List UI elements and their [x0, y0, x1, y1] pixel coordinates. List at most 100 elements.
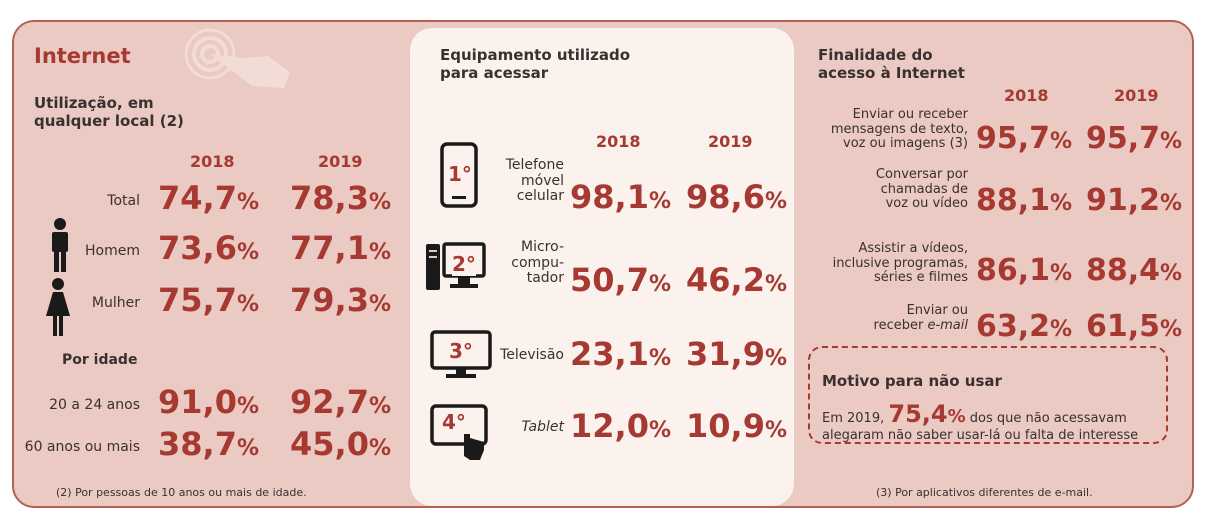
internet-year-2018: 2018 — [190, 152, 235, 171]
value-tablet-2019: 10,9% — [686, 410, 787, 442]
value-age-20-24-2019: 92,7% — [290, 386, 391, 418]
label-line: chamadas de — [880, 181, 968, 197]
man-icon — [52, 218, 68, 272]
infographic-frame — [12, 20, 1194, 508]
purpose-title-line2: acesso à Internet — [818, 64, 965, 82]
smartphone-icon — [440, 142, 478, 208]
label-line: compu- — [511, 254, 564, 271]
no-use-text: Em 2019, 75,4% dos que não acessavam — [822, 402, 1127, 426]
value-number: 46,2 — [686, 261, 765, 299]
percent-sign: % — [947, 406, 966, 427]
percent-sign: % — [1050, 129, 1073, 154]
email-emphasis: e-mail — [927, 317, 968, 333]
label-line: tador — [526, 270, 564, 287]
percent-sign: % — [1050, 317, 1073, 342]
percent-sign: % — [1050, 191, 1073, 216]
row-label-age-60-plus: 60 anos ou mais — [24, 439, 140, 455]
percent-sign: % — [1160, 191, 1183, 216]
percent-sign: % — [1160, 261, 1183, 286]
internet-title: Internet — [34, 44, 131, 68]
percent-sign: % — [368, 394, 391, 419]
value-number: 61,5 — [1086, 309, 1161, 344]
percent-sign: % — [764, 189, 787, 214]
value-mensagens-2019: 95,7% — [1086, 124, 1182, 154]
value-tablet-2018: 12,0% — [570, 410, 671, 442]
value-celular-2019: 98,6% — [686, 181, 787, 213]
purpose-footnote: (3) Por aplicativos diferentes de e-mail… — [876, 486, 1093, 499]
equipment-year-2019: 2019 — [708, 132, 753, 151]
purpose-title-line1: Finalidade do — [818, 46, 933, 64]
value-number: 74,7 — [158, 179, 237, 217]
equipment-title-line1: Equipamento utilizado — [440, 46, 631, 64]
value-total-2018: 74,7% — [158, 182, 259, 214]
value-number: 98,1 — [570, 178, 649, 216]
purpose-title: Finalidade do acesso à Internet — [818, 46, 965, 82]
percent-sign: % — [764, 346, 787, 371]
value-number: 23,1 — [570, 335, 649, 373]
no-use-prefix: Em 2019, — [822, 411, 885, 426]
purpose-label-chamadas: Conversar por chamadas de voz ou vídeo — [806, 167, 968, 212]
label-line: Micro- — [521, 239, 564, 255]
percent-sign: % — [764, 418, 787, 443]
percent-sign: % — [368, 436, 391, 461]
value-age-20-24-2018: 91,0% — [158, 386, 259, 418]
value-homem-2019: 77,1% — [290, 232, 391, 264]
label-line: séries e filmes — [874, 270, 968, 286]
label-line: Tablet — [521, 419, 564, 435]
row-label-homem: Homem — [85, 243, 140, 259]
purpose-label-mensagens: Enviar ou receber mensagens de texto, vo… — [806, 107, 968, 152]
label-line: Telefone — [505, 157, 564, 173]
rank-4: 4° — [442, 410, 466, 434]
percent-sign: % — [1160, 129, 1183, 154]
value-total-2019: 78,3% — [290, 182, 391, 214]
computer-icon — [426, 242, 486, 290]
no-use-title: Motivo para não usar — [822, 372, 1002, 390]
percent-sign: % — [648, 272, 671, 297]
rank-2: 2° — [452, 252, 476, 276]
percent-sign: % — [368, 240, 391, 265]
value-mulher-2018: 75,7% — [158, 284, 259, 316]
value-number: 91,0 — [158, 383, 237, 421]
value-number: 75,7 — [158, 281, 237, 319]
percent-sign: % — [648, 418, 671, 443]
value-chamadas-2019: 91,2% — [1086, 186, 1182, 216]
label-line: mensagens de texto, — [830, 121, 968, 137]
value-number: 31,9 — [686, 335, 765, 373]
value-celular-2018: 98,1% — [570, 181, 671, 213]
percent-sign: % — [368, 292, 391, 317]
internet-subtitle-line2: qualquer local (2) — [34, 112, 184, 130]
value-number: 91,2 — [1086, 183, 1161, 218]
no-use-value: 75,4% — [888, 400, 965, 428]
percent-sign: % — [764, 272, 787, 297]
value-age-60-plus-2019: 45,0% — [290, 428, 391, 460]
value-computador-2019: 46,2% — [686, 264, 787, 296]
value-number: 95,7 — [1086, 121, 1161, 156]
equipment-label-tablet: Tablet — [492, 419, 564, 436]
rank-1: 1° — [448, 162, 472, 186]
no-use-suffix: dos que não acessavam — [969, 411, 1127, 426]
purpose-year-2018: 2018 — [1004, 86, 1049, 105]
percent-sign: % — [236, 394, 259, 419]
internet-subtitle: Utilização, em qualquer local (2) — [34, 94, 184, 130]
value-number: 98,6 — [686, 178, 765, 216]
value-number: 38,7 — [158, 425, 237, 463]
label-line: Televisão — [500, 347, 564, 363]
value-number: 50,7 — [570, 261, 649, 299]
value-number: 86,1 — [976, 253, 1051, 288]
value-number: 45,0 — [290, 425, 369, 463]
purpose-year-2019: 2019 — [1114, 86, 1159, 105]
row-label-age-20-24: 20 a 24 anos — [49, 397, 140, 413]
value-videos-2019: 88,4% — [1086, 256, 1182, 286]
purpose-label-email: Enviar ou receber e-mail — [806, 303, 968, 333]
label-line: voz ou imagens (3) — [843, 136, 968, 152]
internet-subtitle-line1: Utilização, em — [34, 94, 154, 112]
value-mulher-2019: 79,3% — [290, 284, 391, 316]
value-email-2018: 63,2% — [976, 312, 1072, 342]
value-mensagens-2018: 95,7% — [976, 124, 1072, 154]
percent-sign: % — [648, 346, 671, 371]
equipment-year-2018: 2018 — [596, 132, 641, 151]
label-line: inclusive programas, — [832, 255, 968, 271]
equipment-label-celular: Telefone móvel celular — [488, 157, 564, 205]
label-line: Conversar por — [875, 167, 968, 182]
television-icon — [430, 330, 492, 378]
